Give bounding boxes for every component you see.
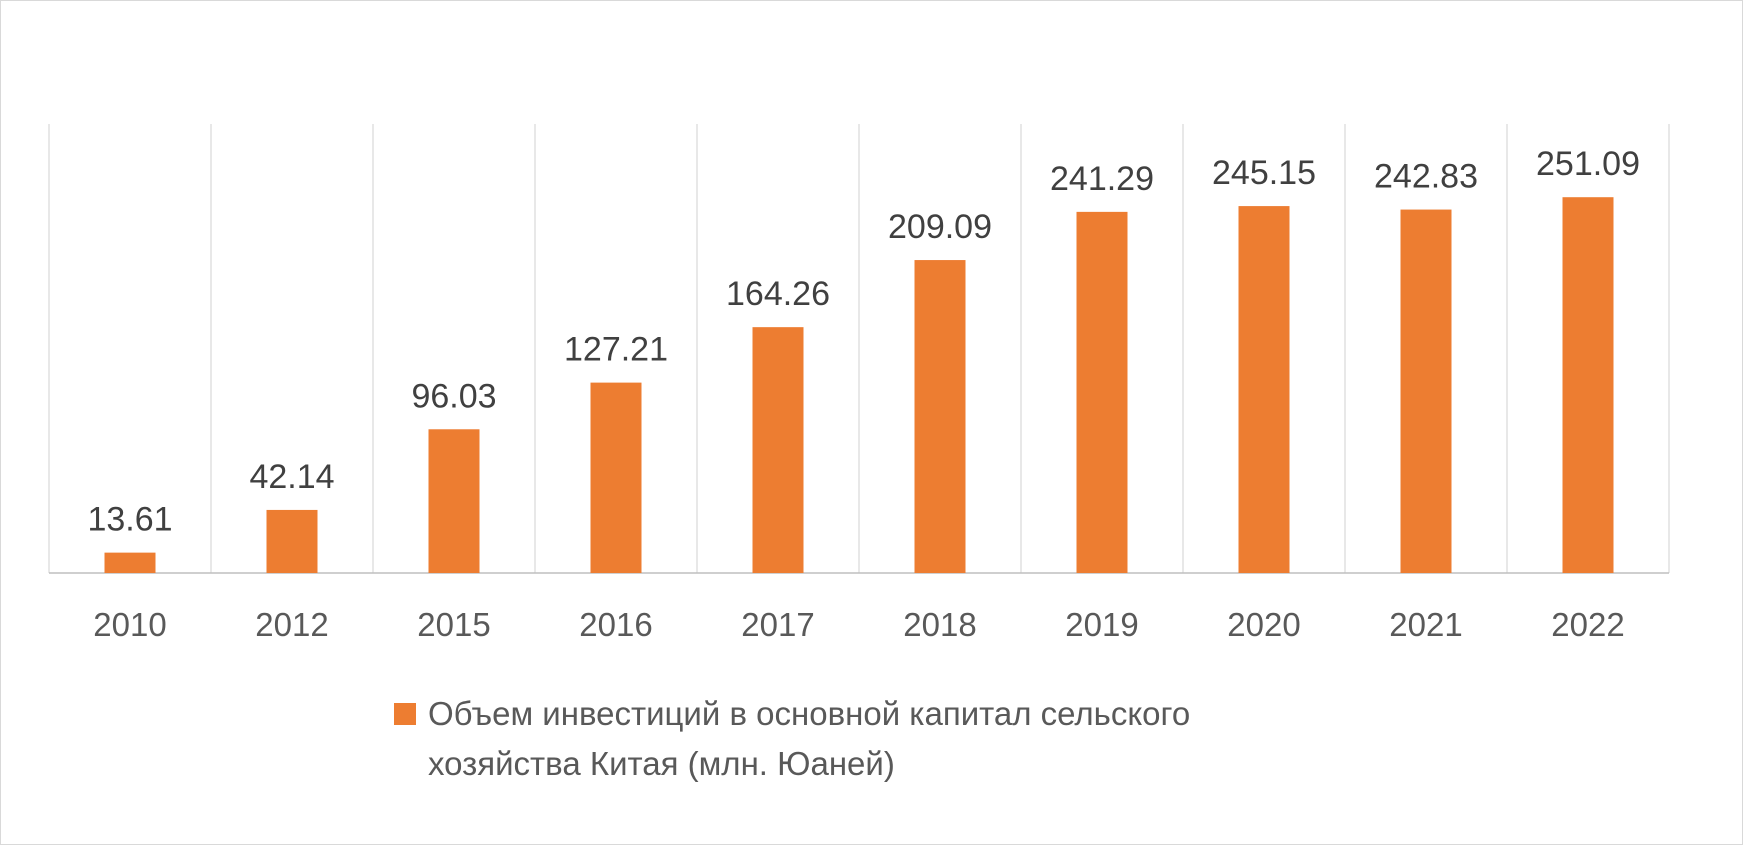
- bar-2020: [1238, 206, 1290, 573]
- x-tick-label: 2018: [903, 606, 976, 643]
- bar-2017: [752, 327, 804, 573]
- x-tick-label: 2019: [1065, 606, 1138, 643]
- bar-2016: [590, 382, 642, 573]
- data-label: 245.15: [1212, 154, 1316, 192]
- data-label: 127.21: [564, 331, 668, 369]
- data-label: 242.83: [1374, 158, 1478, 196]
- data-label: 42.14: [249, 458, 334, 496]
- legend-swatch: [394, 703, 416, 725]
- data-label: 251.09: [1536, 145, 1640, 183]
- data-label: 241.29: [1050, 160, 1154, 198]
- x-tick-label: 2016: [579, 606, 652, 643]
- x-tick-label: 2022: [1551, 606, 1624, 643]
- bar-2021: [1400, 209, 1452, 573]
- legend-label: Объем инвестиций в основной капитал сель…: [428, 695, 1191, 782]
- data-label: 13.61: [87, 501, 172, 539]
- bar-2015: [428, 429, 480, 573]
- bar-2019: [1076, 211, 1128, 573]
- bar-2010: [104, 552, 156, 573]
- x-tick-label: 2012: [255, 606, 328, 643]
- data-label: 164.26: [726, 275, 830, 313]
- x-tick-label: 2010: [93, 606, 166, 643]
- legend: Объем инвестиций в основной капитал сель…: [394, 689, 1354, 789]
- data-label: 209.09: [888, 208, 992, 246]
- x-tick-label: 2020: [1227, 606, 1300, 643]
- bar-2018: [914, 260, 966, 573]
- bar-2012: [266, 509, 318, 573]
- x-tick-label: 2017: [741, 606, 814, 643]
- x-tick-label: 2015: [417, 606, 490, 643]
- x-tick-label: 2021: [1389, 606, 1462, 643]
- bar-2022: [1562, 197, 1614, 573]
- data-label: 96.03: [411, 377, 496, 415]
